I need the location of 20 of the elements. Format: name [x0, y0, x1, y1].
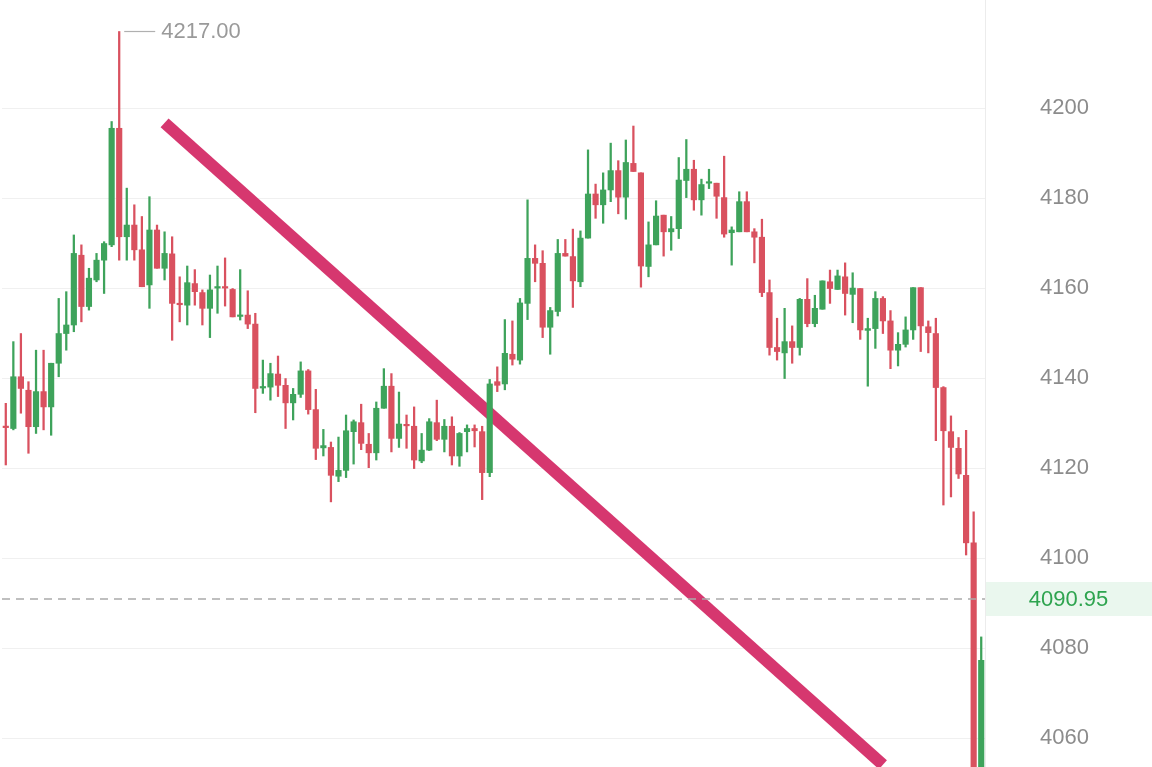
- y-tick-label: 4200: [1040, 94, 1089, 120]
- y-tick-label: 4100: [1040, 544, 1089, 570]
- candlestick: [214, 265, 221, 314]
- candlestick: [161, 231, 168, 281]
- y-tick-label: 4180: [1040, 184, 1089, 210]
- candlestick: [471, 424, 478, 448]
- candlestick: [509, 320, 516, 366]
- candlestick: [40, 349, 47, 431]
- candlestick: [350, 419, 357, 465]
- y-tick-label: 4060: [1040, 724, 1089, 750]
- y-tick-label: 4160: [1040, 274, 1089, 300]
- candlestick: [403, 414, 410, 449]
- y-tick-label: 4080: [1040, 634, 1089, 660]
- candlestick: [630, 125, 637, 172]
- ref-line-label: 4090.95: [1028, 585, 1109, 611]
- y-tick-label: 4140: [1040, 364, 1089, 390]
- candlestick: [592, 183, 599, 219]
- y-tick-label: 4120: [1040, 454, 1089, 480]
- candlestick: [781, 308, 788, 379]
- annotation: 4217.00: [161, 17, 241, 43]
